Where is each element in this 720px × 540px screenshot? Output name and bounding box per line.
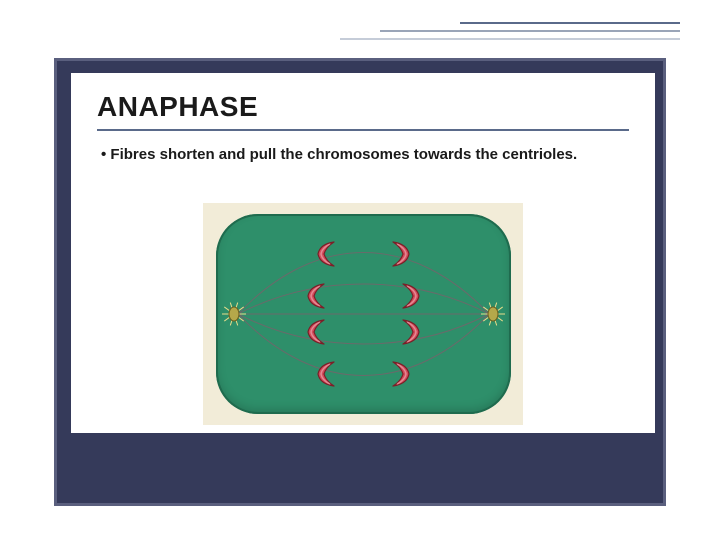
header-line	[380, 30, 680, 32]
slide-content: ANAPHASE Fibres shorten and pull the chr…	[71, 73, 655, 433]
header-line	[340, 38, 680, 40]
diagram-container	[203, 203, 523, 425]
cell-illustration	[216, 214, 511, 414]
header-line	[460, 22, 680, 24]
decorative-header-lines	[340, 22, 680, 46]
bullet-text: Fibres shorten and pull the chromosomes …	[97, 145, 629, 165]
cell-svg	[216, 214, 511, 414]
slide-title: ANAPHASE	[97, 91, 629, 131]
spindle-fibres	[238, 253, 489, 376]
slide-frame: ANAPHASE Fibres shorten and pull the chr…	[54, 58, 666, 506]
